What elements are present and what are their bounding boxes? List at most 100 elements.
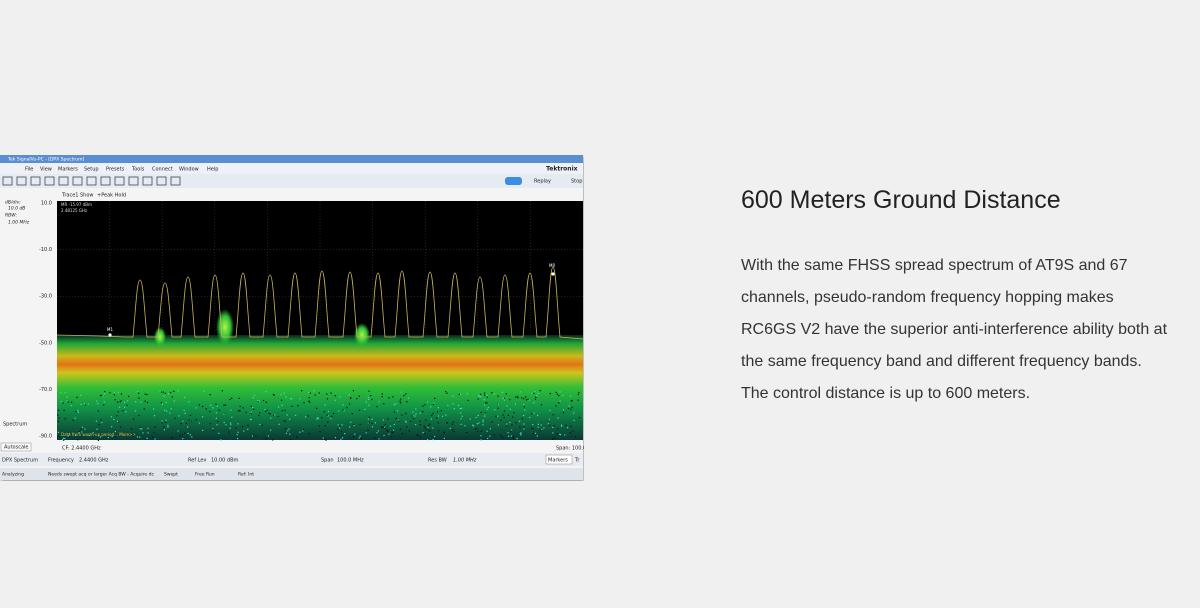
noise-speck [487, 437, 489, 440]
noise-speck [146, 437, 148, 439]
noise-speck [171, 396, 173, 398]
noise-speck [327, 410, 330, 413]
noise-speck [140, 401, 142, 403]
noise-speck [184, 432, 186, 434]
noise-speck [209, 411, 211, 413]
noise-speck [419, 424, 421, 426]
noise-speck [505, 393, 507, 395]
noise-speck [146, 401, 149, 404]
noise-speck [422, 405, 424, 407]
tool-icon [170, 176, 181, 186]
noise-speck [399, 400, 401, 402]
noise-speck [430, 406, 432, 408]
noise-speck [506, 423, 508, 425]
noise-speck [426, 401, 429, 403]
signal-blob [354, 323, 370, 347]
noise-speck [220, 439, 222, 441]
noise-speck [480, 396, 482, 398]
noise-speck [265, 391, 267, 393]
noise-speck [84, 428, 86, 430]
noise-speck [146, 393, 148, 396]
noise-speck [340, 430, 343, 433]
noise-speck [484, 404, 486, 406]
ui-text: Presets [106, 167, 125, 173]
noise-speck [118, 406, 121, 408]
noise-speck [534, 432, 537, 434]
noise-speck [343, 410, 345, 412]
noise-speck [494, 409, 496, 411]
noise-speck [383, 403, 385, 405]
noise-speck [529, 416, 531, 419]
noise-speck [467, 399, 469, 402]
noise-speck [489, 435, 491, 437]
noise-speck [326, 393, 328, 395]
noise-speck [110, 416, 113, 418]
noise-speck [98, 423, 100, 426]
noise-speck [520, 434, 522, 436]
noise-speck [521, 417, 523, 420]
noise-speck [341, 424, 343, 426]
noise-speck [138, 392, 140, 394]
noise-speck [252, 397, 254, 399]
noise-speck [187, 426, 189, 428]
noise-speck [523, 406, 525, 408]
ui-text: Help [207, 167, 218, 173]
autoscale-button[interactable] [0, 442, 32, 452]
noise-speck [136, 436, 139, 438]
noise-speck [350, 397, 352, 399]
noise-speck [419, 420, 421, 422]
noise-speck [338, 425, 341, 427]
noise-speck [427, 424, 430, 427]
noise-speck [567, 407, 570, 410]
noise-speck [140, 428, 143, 430]
noise-speck [66, 396, 68, 398]
tool-icon [86, 176, 97, 186]
noise-speck [371, 398, 373, 401]
noise-speck [436, 417, 438, 419]
noise-speck [400, 398, 402, 400]
ui-text: Ref Lev [188, 458, 206, 464]
noise-speck [429, 423, 431, 425]
noise-speck [316, 418, 318, 420]
noise-speck [559, 434, 562, 436]
ui-text: Markers [548, 458, 568, 464]
ui-text: -70.0 [39, 387, 52, 393]
noise-speck [247, 428, 249, 430]
noise-speck [120, 400, 122, 402]
noise-speck [198, 404, 201, 406]
noise-speck [250, 411, 252, 413]
noise-speck [163, 426, 165, 428]
noise-speck [486, 402, 488, 404]
noise-speck [229, 422, 232, 424]
noise-speck [419, 436, 421, 438]
noise-speck [72, 419, 74, 422]
noise-speck [432, 427, 434, 429]
toolbar-button[interactable] [505, 177, 522, 185]
noise-speck [364, 408, 366, 411]
noise-speck [532, 432, 534, 435]
markers-button[interactable] [545, 454, 573, 465]
noise-speck [177, 390, 179, 392]
noise-speck [509, 408, 511, 410]
noise-speck [235, 427, 237, 429]
noise-speck [484, 415, 486, 417]
noise-speck [297, 405, 299, 407]
noise-speck [405, 412, 407, 415]
noise-speck [169, 412, 171, 414]
noise-speck [253, 394, 256, 396]
noise-speck [261, 424, 263, 426]
noise-speck [570, 400, 573, 402]
noise-speck [482, 421, 484, 423]
noise-speck [76, 396, 78, 398]
noise-speck [523, 403, 525, 405]
noise-speck [99, 436, 102, 438]
noise-speck [66, 400, 68, 402]
signal-blob [216, 309, 234, 345]
noise-speck [534, 391, 536, 393]
ui-text: MR [549, 263, 555, 268]
noise-speck [118, 421, 120, 423]
noise-speck [319, 431, 321, 433]
noise-speck [284, 428, 287, 430]
noise-speck [408, 430, 411, 432]
